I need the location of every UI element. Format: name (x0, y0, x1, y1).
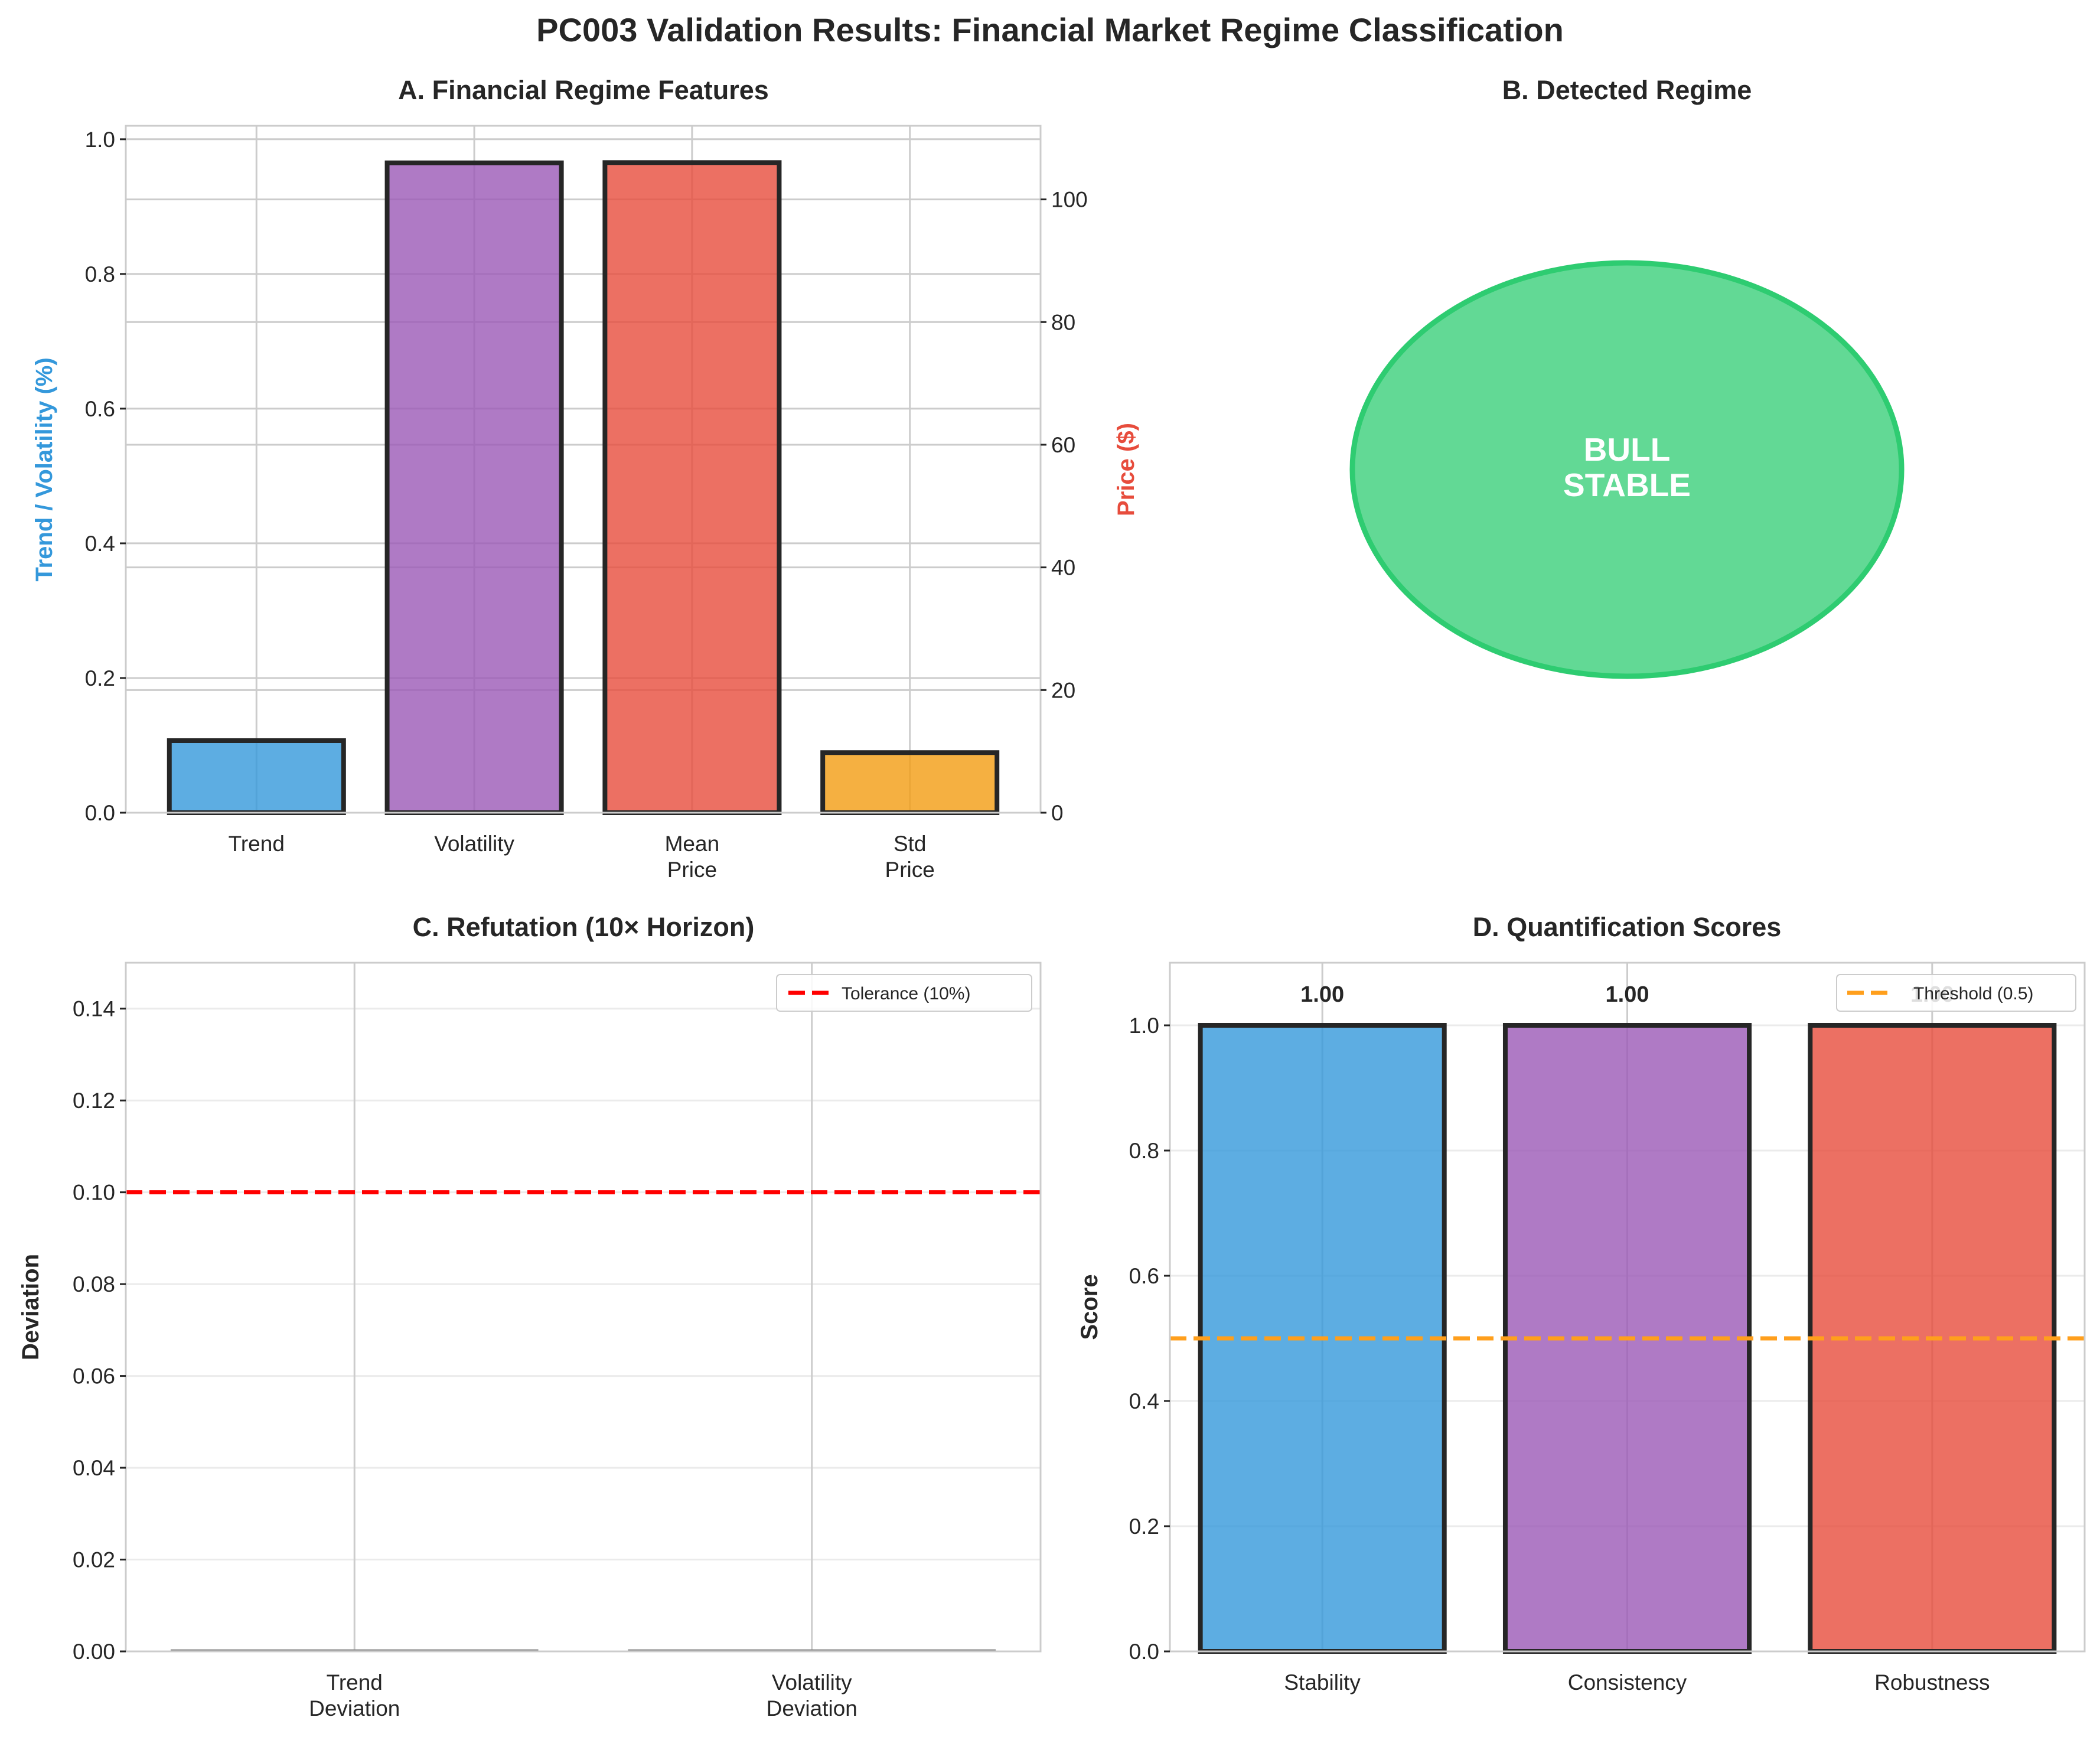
panel-d-frame (1169, 962, 2086, 1653)
bar (384, 160, 564, 815)
panel-b: B. Detected Regime BULL STABLE (1349, 75, 1905, 679)
tick-label: 0.08 (73, 1272, 115, 1296)
tick-label: 0.6 (85, 397, 115, 421)
tick-label: 40 (1051, 556, 1075, 580)
tick-label: 0.00 (73, 1640, 115, 1664)
legend-label: Threshold (0.5) (1913, 984, 2033, 1003)
panel-a-ylabel-left: Trend / Volatility (%) (31, 357, 57, 581)
legend-label: Tolerance (10%) (842, 984, 970, 1003)
x-tick-label: Mean (665, 832, 720, 856)
panel-c-ylabel: Deviation (18, 1254, 44, 1360)
panel-d-title: D. Quantification Scores (1473, 912, 1782, 942)
data-label: 1.00 (1606, 982, 1649, 1007)
x-tick-label: Deviation (309, 1696, 400, 1721)
panel-c-frame (125, 962, 1042, 1653)
x-tick-label: Std (894, 832, 927, 856)
x-tick-label: Volatility (434, 832, 514, 856)
panel-b-title: B. Detected Regime (1502, 75, 1752, 105)
figure-title: PC003 Validation Results: Financial Mark… (536, 11, 1564, 48)
bar (602, 160, 782, 815)
regime-label-line-1: BULL (1584, 431, 1671, 468)
bar (820, 750, 1000, 816)
tick-label: 1.0 (85, 128, 115, 152)
panel-d: D. Quantification Scores 0.0 0.2 0.4 0.6 0.8… (1077, 912, 2086, 1695)
tick-label: 0.8 (85, 262, 115, 286)
tick-label: 0.10 (73, 1181, 115, 1205)
x-tick-label: Trend (327, 1670, 383, 1695)
tick-label: 0.0 (1129, 1640, 1159, 1664)
tick-label: 0.2 (85, 666, 115, 690)
tick-label: 0.8 (1129, 1139, 1159, 1163)
tick-label: 0.6 (1129, 1264, 1159, 1288)
x-tick-label: Trend (229, 832, 285, 856)
tick-label: 0.02 (73, 1548, 115, 1572)
regime-label-line-2: STABLE (1563, 467, 1691, 503)
bar (167, 738, 346, 815)
x-tick-label: Volatility (772, 1670, 852, 1695)
x-tick-label: Stability (1284, 1670, 1361, 1695)
tick-label: 0 (1051, 801, 1064, 825)
data-label: 1.00 (1300, 982, 1344, 1007)
tick-label: 0.2 (1129, 1514, 1159, 1539)
panel-d-ylabel: Score (1077, 1274, 1103, 1340)
tick-label: 0.14 (73, 997, 115, 1021)
tick-label: 0.06 (73, 1364, 115, 1389)
tick-label: 60 (1051, 433, 1075, 457)
tick-label: 0.04 (73, 1456, 115, 1480)
tick-label: 1.0 (1129, 1014, 1159, 1038)
tick-label: 80 (1051, 310, 1075, 334)
panel-a: A. Financial Regime Features 0.0 0.2 0.4 0.… (31, 75, 1139, 882)
panel-c: C. Refutation (10× Horizon) 0.00 0.02 0.04… (18, 912, 1042, 1721)
legend-box (776, 974, 1032, 1012)
regime-circle (1349, 260, 1905, 679)
x-tick-label: Price (885, 858, 935, 882)
tick-label: 20 (1051, 678, 1075, 702)
tick-label: 0.0 (85, 801, 115, 825)
tick-label: 100 (1051, 188, 1088, 212)
x-tick-label: Robustness (1874, 1670, 1990, 1695)
x-tick-label: Consistency (1568, 1670, 1687, 1695)
x-tick-label: Price (667, 858, 717, 882)
tick-label: 0.4 (1129, 1389, 1159, 1413)
panel-a-frame (125, 125, 1042, 814)
panel-c-legend: Tolerance (10%) (776, 974, 1032, 1012)
panel-d-legend: Threshold (0.5) (1836, 974, 2076, 1012)
tick-label: 0.12 (73, 1089, 115, 1113)
tick-label: 0.4 (85, 532, 115, 556)
panel-a-ylabel-right: Price ($) (1113, 423, 1139, 516)
x-tick-label: Deviation (767, 1696, 857, 1721)
legend-box (1836, 974, 2076, 1012)
panel-c-title: C. Refutation (10× Horizon) (413, 912, 755, 942)
panel-a-title: A. Financial Regime Features (398, 75, 769, 105)
